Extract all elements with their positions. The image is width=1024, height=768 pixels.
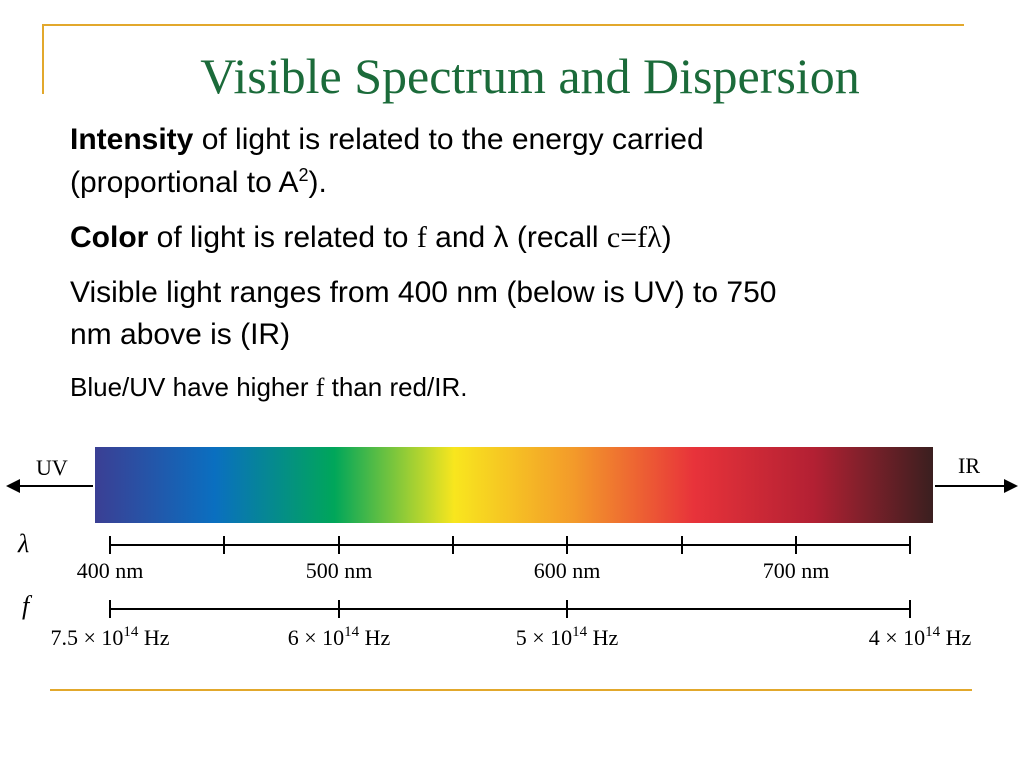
- frequency-label-7-5: 7.5 × 1014 Hz: [50, 624, 169, 650]
- color-text: of light is related to: [148, 221, 417, 254]
- wavelength-label-500: 500 nm: [306, 558, 373, 583]
- wavelength-label-400: 400 nm: [77, 558, 144, 583]
- uv-label: UV: [36, 455, 68, 480]
- frequency-axis-symbol: f: [22, 591, 33, 620]
- intensity-text: of light is related to the energy carrie…: [193, 123, 704, 156]
- frequency-label-6: 6 × 1014 Hz: [288, 624, 391, 650]
- ir-arrowhead: [1004, 479, 1018, 493]
- text-line-proportional: (proportional to A2).: [70, 163, 970, 203]
- frame-bottom-line: [50, 689, 972, 691]
- wavelength-label-600: 600 nm: [534, 558, 601, 583]
- intensity-keyword: Intensity: [70, 123, 194, 156]
- frequency-label-4: 4 × 1014 Hz: [869, 624, 972, 650]
- frame-left-line: [42, 24, 44, 94]
- text-line-intensity: Intensity of light is related to the ene…: [70, 120, 970, 160]
- spectrum-scale-diagram: UV IR λ 400 nm 500 nm 600 nm 700 nm f 7.…: [6, 453, 1018, 650]
- color-text-end: ): [661, 221, 672, 254]
- color-text-mid: and λ (recall: [426, 221, 607, 254]
- ir-label: IR: [958, 453, 980, 478]
- blue-uv-text: Blue/UV have higher: [70, 372, 316, 402]
- frequency-symbol-small: f: [315, 373, 325, 402]
- frequency-symbol: f: [416, 221, 427, 254]
- text-line-blue-uv: Blue/UV have higher f than red/IR.: [70, 367, 970, 408]
- slide-title: Visible Spectrum and Dispersion: [200, 48, 860, 104]
- uv-arrowhead: [6, 479, 20, 493]
- proportional-text: (proportional to A: [70, 166, 299, 199]
- color-keyword: Color: [70, 221, 149, 254]
- lambda-symbol: λ: [17, 529, 29, 558]
- proportional-end: ).: [308, 166, 327, 199]
- wavelength-label-700: 700 nm: [763, 558, 830, 583]
- text-line-ir: nm above is (IR): [70, 318, 291, 351]
- exponent: 2: [298, 165, 309, 185]
- blue-uv-text-end: than red/IR.: [324, 372, 468, 402]
- wave-formula: c=fλ: [606, 221, 662, 254]
- visible-spectrum-bar: [95, 447, 933, 523]
- text-line-color: Color of light is related to f and λ (re…: [70, 218, 970, 258]
- text-line-visible-range: Visible light ranges from 400 nm (below …: [70, 276, 777, 309]
- frame-top-line: [44, 24, 964, 26]
- frequency-label-5: 5 × 1014 Hz: [516, 624, 619, 650]
